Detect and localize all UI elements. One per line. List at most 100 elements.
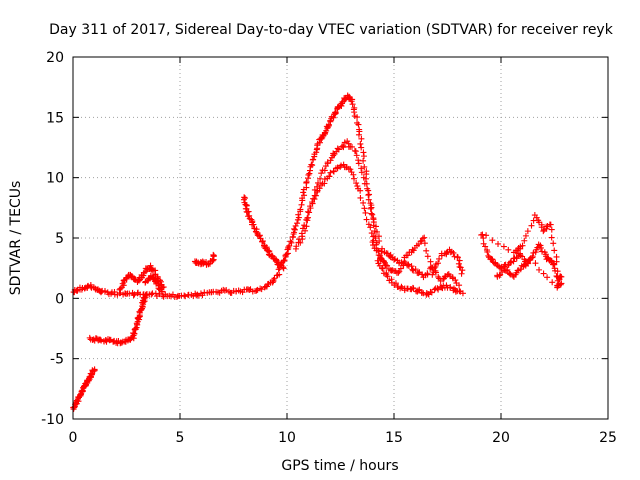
data-point (504, 266, 511, 273)
data-point (182, 293, 189, 300)
data-point (436, 255, 443, 262)
data-point (332, 109, 339, 116)
series-main-peak-upper (275, 92, 380, 273)
data-point (358, 165, 365, 172)
data-point (548, 234, 555, 241)
data-point (308, 161, 315, 168)
data-point (148, 291, 155, 298)
data-point (372, 223, 379, 230)
data-point (348, 143, 355, 150)
data-point (316, 185, 323, 192)
data-point (373, 247, 380, 254)
data-point (318, 170, 325, 177)
data-point (424, 253, 431, 260)
data-point (537, 244, 544, 251)
data-point (533, 214, 540, 221)
data-point (142, 292, 149, 299)
data-point (264, 247, 271, 254)
data-point (386, 253, 393, 260)
data-point (348, 98, 355, 105)
data-point (294, 220, 301, 227)
data-point (253, 287, 260, 294)
data-point (132, 325, 139, 332)
data-point (485, 252, 492, 259)
data-point (351, 175, 358, 182)
data-point (506, 270, 513, 277)
data-point (312, 192, 319, 199)
data-point (557, 273, 564, 280)
data-point (295, 214, 302, 221)
data-point (302, 227, 309, 234)
data-point (540, 228, 547, 235)
data-point (548, 226, 555, 233)
data-point (303, 223, 310, 230)
x-tick-label: 25 (599, 430, 617, 446)
data-point (391, 256, 398, 263)
data-point (539, 248, 546, 255)
data-point (362, 209, 369, 216)
data-point (557, 281, 564, 288)
data-point (141, 295, 148, 302)
data-point (484, 248, 491, 255)
data-point (482, 243, 489, 250)
data-point (454, 254, 461, 261)
data-point (380, 258, 387, 265)
y-tick-label: 0 (55, 291, 64, 307)
data-point (365, 196, 372, 203)
data-point (97, 336, 104, 343)
data-point (135, 277, 142, 284)
data-point (357, 187, 364, 194)
data-point (307, 205, 314, 212)
data-point (276, 271, 283, 278)
data-point (330, 114, 337, 121)
data-point (126, 290, 133, 297)
data-point (368, 210, 375, 217)
data-point (297, 206, 304, 213)
data-point (275, 266, 282, 273)
data-point (140, 272, 147, 279)
data-point (283, 251, 290, 258)
data-point (424, 270, 431, 277)
data-point (370, 215, 377, 222)
data-point (285, 244, 292, 251)
x-tick-label: 15 (385, 430, 403, 446)
data-point (327, 169, 334, 176)
data-point (301, 192, 308, 199)
data-point (358, 144, 365, 151)
data-points-layer (70, 92, 565, 413)
data-point (360, 174, 367, 181)
y-tick-label: 5 (55, 231, 64, 247)
y-tick-label: 20 (46, 50, 64, 66)
series-bump-1b (142, 272, 165, 295)
data-point (327, 157, 334, 164)
data-point (367, 224, 374, 231)
data-point (544, 274, 551, 281)
data-point (309, 200, 316, 207)
data-point (554, 268, 561, 275)
data-point (155, 285, 162, 292)
data-point (353, 180, 360, 187)
data-point (540, 270, 547, 277)
data-point (456, 257, 463, 264)
data-point (427, 258, 434, 265)
data-point (366, 191, 373, 198)
data-point (480, 240, 487, 247)
data-point (309, 162, 316, 169)
data-point (291, 225, 298, 232)
data-point (384, 262, 391, 269)
data-point (315, 179, 321, 186)
data-point (507, 259, 514, 266)
data-point (313, 149, 320, 156)
data-point (364, 185, 371, 192)
data-point (306, 170, 313, 177)
data-point (483, 232, 490, 239)
data-point (398, 283, 405, 290)
data-point (131, 330, 138, 337)
data-point (304, 217, 311, 224)
data-point (130, 292, 137, 299)
data-point (459, 290, 466, 297)
axis-ticks-layer: 0 5 10 15 20 25 -10 -5 0 5 10 15 20 (41, 50, 617, 446)
data-point (335, 146, 342, 153)
data-point (158, 288, 165, 295)
